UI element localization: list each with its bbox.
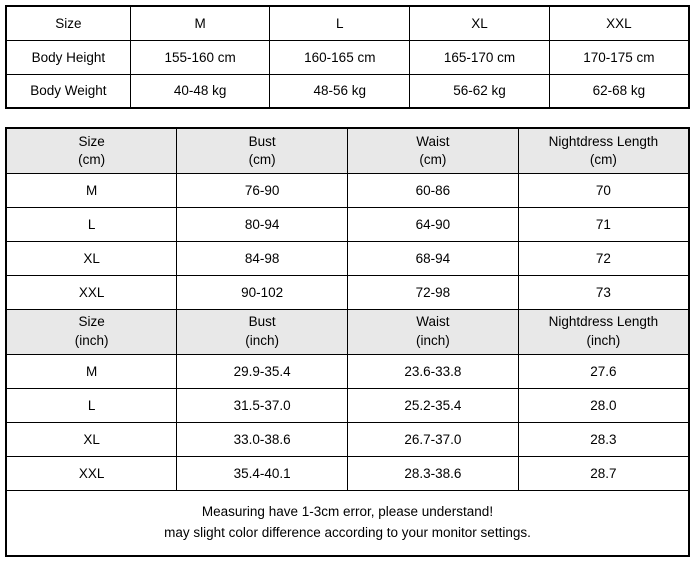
column-header-l: L xyxy=(269,5,411,41)
garment-size-table: Size (cm) Bust (cm) Waist (cm) Nightdres… xyxy=(5,127,690,557)
body-weight-xxl: 62-68 kg xyxy=(548,73,690,109)
inch-m-waist: 23.6-33.8 xyxy=(347,353,519,389)
cm-xl-waist: 68-94 xyxy=(347,240,519,276)
header-title: Waist xyxy=(416,133,450,149)
inch-row-xl: XL 33.0-38.6 26.7-37.0 28.3 xyxy=(5,421,690,457)
header-title: Nightdress Length xyxy=(548,314,659,330)
inch-l-waist: 25.2-35.4 xyxy=(347,387,519,423)
note-line-2: may slight color difference according to… xyxy=(164,524,531,540)
header-unit: (cm) xyxy=(248,151,276,167)
inch-row-m: M 29.9-35.4 23.6-33.8 27.6 xyxy=(5,353,690,389)
inch-xxl-waist: 28.3-38.6 xyxy=(347,455,519,491)
body-weight-xl: 56-62 kg xyxy=(409,73,550,109)
inch-header-row: Size (inch) Bust (inch) Waist (inch) Nig… xyxy=(5,308,690,355)
cm-header-size: Size (cm) xyxy=(5,127,178,174)
cm-header-row: Size (cm) Bust (cm) Waist (cm) Nightdres… xyxy=(5,127,690,174)
cm-xxl-waist: 72-98 xyxy=(347,274,519,310)
header-title: Bust xyxy=(248,133,276,149)
inch-xl-length: 28.3 xyxy=(517,421,690,457)
cm-row-xxl: XXL 90-102 72-98 73 xyxy=(5,274,690,310)
body-weight-row: Body Weight 40-48 kg 48-56 kg 56-62 kg 6… xyxy=(5,73,690,109)
body-height-row: Body Height 155-160 cm 160-165 cm 165-17… xyxy=(5,39,690,75)
cm-l-waist: 64-90 xyxy=(347,206,519,242)
inch-xxl-bust: 35.4-40.1 xyxy=(176,455,348,491)
header-title: Bust xyxy=(248,314,276,330)
inch-l-size: L xyxy=(5,387,178,423)
body-table-header-row: Size M L XL XXL xyxy=(5,5,690,41)
inch-xl-bust: 33.0-38.6 xyxy=(176,421,348,457)
header-title: Size xyxy=(78,133,105,149)
inch-header-size: Size (inch) xyxy=(5,308,178,355)
inch-xl-size: XL xyxy=(5,421,178,457)
cm-header-waist: Waist (cm) xyxy=(347,127,519,174)
cm-l-size: L xyxy=(5,206,178,242)
note-line-1: Measuring have 1-3cm error, please under… xyxy=(201,503,494,519)
header-unit: (cm) xyxy=(589,151,617,167)
cm-xl-length: 72 xyxy=(517,240,690,276)
cm-xl-size: XL xyxy=(5,240,178,276)
header-unit: (cm) xyxy=(419,151,447,167)
row-label-body-weight: Body Weight xyxy=(5,73,131,109)
inch-xxl-length: 28.7 xyxy=(517,455,690,491)
cm-row-m: M 76-90 60-86 70 xyxy=(5,172,690,208)
cm-l-bust: 80-94 xyxy=(176,206,348,242)
cm-header-bust: Bust (cm) xyxy=(176,127,348,174)
header-unit: (inch) xyxy=(586,332,621,348)
cm-m-waist: 60-86 xyxy=(347,172,519,208)
inch-row-l: L 31.5-37.0 25.2-35.4 28.0 xyxy=(5,387,690,423)
cm-m-length: 70 xyxy=(517,172,690,208)
inch-xl-waist: 26.7-37.0 xyxy=(347,421,519,457)
inch-xxl-size: XXL xyxy=(5,455,178,491)
body-height-m: 155-160 cm xyxy=(129,39,271,75)
row-label-body-height: Body Height xyxy=(5,39,131,75)
body-height-l: 160-165 cm xyxy=(269,39,411,75)
inch-m-length: 27.6 xyxy=(517,353,690,389)
cm-xl-bust: 84-98 xyxy=(176,240,348,276)
header-title: Waist xyxy=(416,314,450,330)
cm-row-xl: XL 84-98 68-94 72 xyxy=(5,240,690,276)
body-size-table: Size M L XL XXL Body Height 155-160 cm 1… xyxy=(5,5,690,109)
body-height-xl: 165-170 cm xyxy=(409,39,550,75)
inch-l-bust: 31.5-37.0 xyxy=(176,387,348,423)
header-unit: (inch) xyxy=(245,332,279,348)
inch-header-bust: Bust (inch) xyxy=(176,308,348,355)
inch-header-waist: Waist (inch) xyxy=(347,308,519,355)
body-weight-m: 40-48 kg xyxy=(129,73,271,109)
cm-m-size: M xyxy=(5,172,178,208)
cm-l-length: 71 xyxy=(517,206,690,242)
cm-row-l: L 80-94 64-90 71 xyxy=(5,206,690,242)
cm-xxl-size: XXL xyxy=(5,274,178,310)
header-title: Size xyxy=(78,314,105,330)
column-header-xxl: XXL xyxy=(548,5,690,41)
header-unit: (cm) xyxy=(78,151,106,167)
cm-xxl-bust: 90-102 xyxy=(176,274,348,310)
inch-header-length: Nightdress Length (inch) xyxy=(517,308,690,355)
cm-header-length: Nightdress Length (cm) xyxy=(517,127,690,174)
header-unit: (inch) xyxy=(74,332,109,348)
header-unit: (inch) xyxy=(415,332,450,348)
inch-row-xxl: XXL 35.4-40.1 28.3-38.6 28.7 xyxy=(5,455,690,491)
body-height-xxl: 170-175 cm xyxy=(548,39,690,75)
cm-m-bust: 76-90 xyxy=(176,172,348,208)
header-title: Nightdress Length xyxy=(548,133,659,149)
inch-m-bust: 29.9-35.4 xyxy=(176,353,348,389)
column-header-m: M xyxy=(129,5,271,41)
inch-m-size: M xyxy=(5,353,178,389)
cm-xxl-length: 73 xyxy=(517,274,690,310)
size-column-header: Size xyxy=(5,5,131,41)
column-header-xl: XL xyxy=(409,5,550,41)
inch-l-length: 28.0 xyxy=(517,387,690,423)
note-row: Measuring have 1-3cm error, please under… xyxy=(5,489,690,557)
body-weight-l: 48-56 kg xyxy=(269,73,411,109)
measuring-note: Measuring have 1-3cm error, please under… xyxy=(5,489,690,557)
